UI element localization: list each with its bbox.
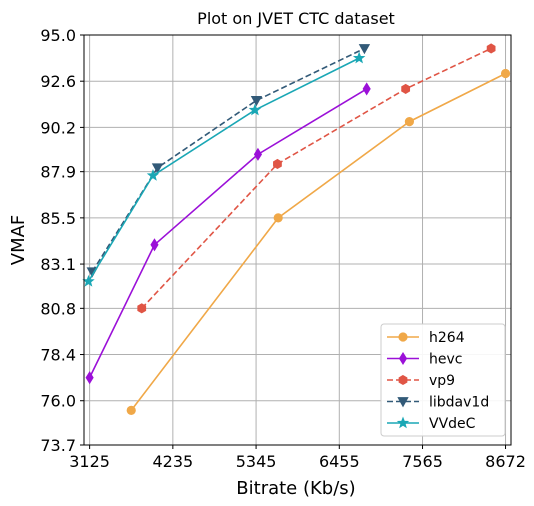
- data-point: [362, 82, 371, 96]
- data-point: [352, 51, 366, 64]
- y-tick-label: 78.4: [40, 346, 76, 365]
- y-tick-label: 80.8: [40, 299, 76, 318]
- ticks: 3125 4235 5345 6455 7565 8672 73.7 76.0 78.4 80.8…: [40, 26, 526, 471]
- series-line-hevc: [88, 88, 368, 378]
- legend-label: h264: [429, 330, 465, 346]
- y-tick-label: 85.5: [40, 209, 76, 228]
- data-point: [137, 303, 147, 314]
- x-tick-label: 4235: [152, 452, 193, 471]
- data-point: [82, 274, 95, 287]
- series-h264: [126, 68, 511, 415]
- data-point: [486, 43, 496, 54]
- series-line-vvdec: [87, 57, 360, 282]
- legend-box: [380, 323, 506, 437]
- data-point: [85, 371, 94, 385]
- x-tick-label: 7565: [402, 452, 443, 471]
- legend-entry-libdav1d: libdav1d: [387, 395, 489, 411]
- y-axis-label: VMAF: [8, 215, 29, 266]
- series-layer: [82, 43, 511, 415]
- data-point: [126, 405, 136, 415]
- y-tick-label: 87.9: [40, 163, 76, 182]
- data-point: [500, 68, 511, 79]
- x-tick-label: 3125: [69, 452, 110, 471]
- data-point: [401, 83, 411, 94]
- grid: [84, 34, 511, 446]
- series-hevc: [85, 82, 371, 385]
- series-libdav1d: [86, 44, 371, 278]
- legend: h264 hevc vp9 libdav1d VVdeC: [380, 323, 506, 437]
- data-point: [248, 103, 262, 116]
- y-tick-label: 76.0: [40, 392, 76, 411]
- x-tick-label: 6455: [319, 452, 360, 471]
- data-point: [151, 163, 164, 174]
- data-point: [150, 238, 159, 252]
- y-tick-label: 73.7: [40, 436, 76, 455]
- series-line-h264: [130, 72, 506, 411]
- x-tick-label: 8672: [485, 452, 526, 471]
- legend-entry-h264: h264: [387, 330, 465, 346]
- x-tick-label: 5345: [236, 452, 277, 471]
- series-vp9: [137, 43, 496, 314]
- legend-label: libdav1d: [429, 395, 489, 411]
- data-point: [404, 117, 415, 127]
- data-point: [253, 147, 263, 161]
- series-vvdec: [82, 51, 366, 287]
- data-point: [250, 96, 263, 107]
- data-point: [273, 213, 283, 223]
- series-line-libdav1d: [91, 47, 365, 273]
- series-line-vp9: [141, 47, 492, 309]
- legend-marker: [398, 351, 408, 366]
- legend-marker: [396, 416, 410, 429]
- chart-title: Plot on JVET CTC dataset: [197, 9, 395, 28]
- data-point: [146, 168, 160, 181]
- legend-entry-vvdec: VVdeC: [387, 416, 476, 432]
- data-point: [358, 44, 371, 55]
- legend-label: VVdeC: [429, 416, 476, 432]
- y-tick-label: 92.6: [40, 72, 76, 91]
- y-tick-label: 95.0: [40, 26, 76, 45]
- x-axis-label: Bitrate (Kb/s): [236, 478, 355, 499]
- legend-entry-hevc: hevc: [387, 352, 462, 368]
- y-tick-label: 83.1: [40, 255, 76, 274]
- plot-frame: [83, 34, 512, 446]
- legend-label: vp9: [429, 373, 455, 389]
- data-point: [273, 158, 282, 170]
- legend-marker: [398, 332, 408, 342]
- legend-marker: [397, 397, 409, 408]
- legend-entry-vp9: vp9: [387, 373, 455, 389]
- y-tick-label: 90.2: [40, 118, 76, 137]
- legend-marker: [398, 374, 408, 386]
- legend-label: hevc: [429, 352, 462, 368]
